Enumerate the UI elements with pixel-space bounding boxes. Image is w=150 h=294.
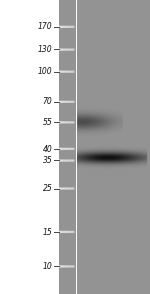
Text: 130: 130 — [38, 45, 52, 54]
Text: 25: 25 — [43, 184, 52, 193]
Text: 100: 100 — [38, 67, 52, 76]
Text: 70: 70 — [43, 97, 52, 106]
Text: 40: 40 — [43, 145, 52, 153]
Text: 35: 35 — [43, 156, 52, 165]
Text: 10: 10 — [43, 262, 52, 271]
Text: 170: 170 — [38, 22, 52, 31]
Text: 55: 55 — [43, 118, 52, 127]
Text: 15: 15 — [43, 228, 52, 236]
